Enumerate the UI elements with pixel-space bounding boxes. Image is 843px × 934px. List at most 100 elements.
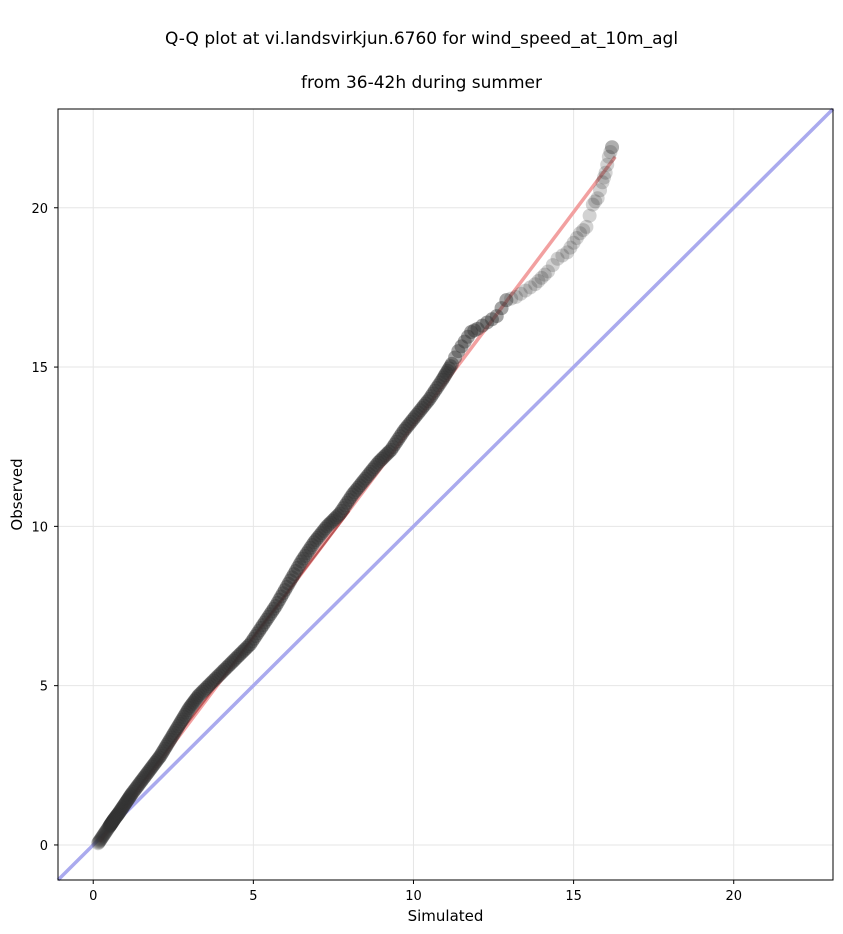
qq-point [246,631,261,646]
qq-point [213,666,228,681]
qq-point [239,640,254,655]
qq-point [259,612,274,627]
qq-point [163,732,178,747]
chart-title-line-1: Q-Q plot at vi.landsvirkjun.6760 for win… [164,29,679,49]
qq-point [254,620,269,635]
qq-point [545,258,560,273]
qq-point [95,830,110,845]
qq-point [332,506,347,521]
qq-point [296,551,311,566]
qq-point [276,586,291,601]
qq-point [193,686,208,701]
qq-point [120,792,135,807]
qq-point [111,807,126,822]
qq-point [415,401,430,416]
x-tick-label: 0 [89,889,97,904]
qq-point [183,699,198,714]
qq-point [237,642,252,657]
qq-point [101,820,116,835]
qq-point [92,834,107,849]
qq-point [316,523,331,538]
qq-point [139,766,154,781]
qq-point [223,657,238,672]
qq-point [121,791,136,806]
qq-point [197,682,212,697]
qq-point [91,835,106,850]
qq-point [266,601,281,616]
qq-point [363,464,378,479]
qq-point [426,386,441,401]
qq-point [598,165,613,180]
qq-point [250,626,265,641]
qq-point [351,480,366,495]
qq-point [120,793,135,808]
qq-point [96,828,111,843]
qq-point [340,495,355,510]
qq-point [104,815,119,830]
qq-point [576,223,591,238]
qq-point [475,318,490,333]
qq-point [360,469,375,484]
y-tick-label: 0 [40,839,48,854]
qq-point [233,646,248,661]
qq-point [433,375,448,390]
qq-point [413,403,428,418]
qq-point [537,267,552,282]
qq-point [299,546,314,561]
qq-point [110,807,125,822]
y-axis-ticks: 0 5 10 15 20 [31,202,58,854]
qq-point [382,444,397,459]
qq-point [480,315,495,330]
x-tick-label: 5 [249,889,257,904]
qq-point [329,510,344,525]
qq-point [103,817,118,832]
qq-point [518,283,533,298]
qq-point [345,487,360,502]
qq-point [149,754,164,769]
qq-point [448,350,463,365]
qq-point [566,235,581,250]
qq-point [457,334,472,349]
qq-point [582,208,597,223]
qq-point [442,361,457,376]
qq-point [103,817,118,832]
qq-point [354,476,369,491]
qq-point [528,277,543,292]
qq-point [303,540,318,555]
qq-point [301,543,316,558]
qq-point [130,779,145,794]
qq-point [176,710,191,725]
qq-point [154,746,169,761]
qq-point [114,801,129,816]
qq-point [600,157,615,172]
qq-point [374,451,389,466]
qq-point [436,370,451,385]
qq-point [294,554,309,569]
x-axis-label: Simulated [408,907,484,925]
qq-point [356,473,371,488]
qq-point [180,703,195,718]
qq-point [440,363,455,378]
qq-point [179,705,194,720]
qq-point [147,756,162,771]
qq-point [424,389,439,404]
qq-point [277,583,292,598]
chart-title: Q-Q plot at vi.landsvirkjun.6760 for win… [0,6,843,94]
qq-point [96,827,111,842]
qq-point [341,492,356,507]
x-axis-ticks: 0 5 10 15 20 [89,880,742,904]
qq-point [312,528,327,543]
qq-point [112,804,127,819]
qq-point [464,325,479,340]
qq-point [152,750,167,765]
qq-point [288,563,303,578]
qq-point [102,818,117,833]
qq-point [325,513,340,528]
qq-point [99,824,114,839]
fit-line-overlay [105,510,351,831]
qq-point [460,329,475,344]
qq-point [113,803,128,818]
qq-point [187,693,202,708]
qq-point [484,312,499,327]
